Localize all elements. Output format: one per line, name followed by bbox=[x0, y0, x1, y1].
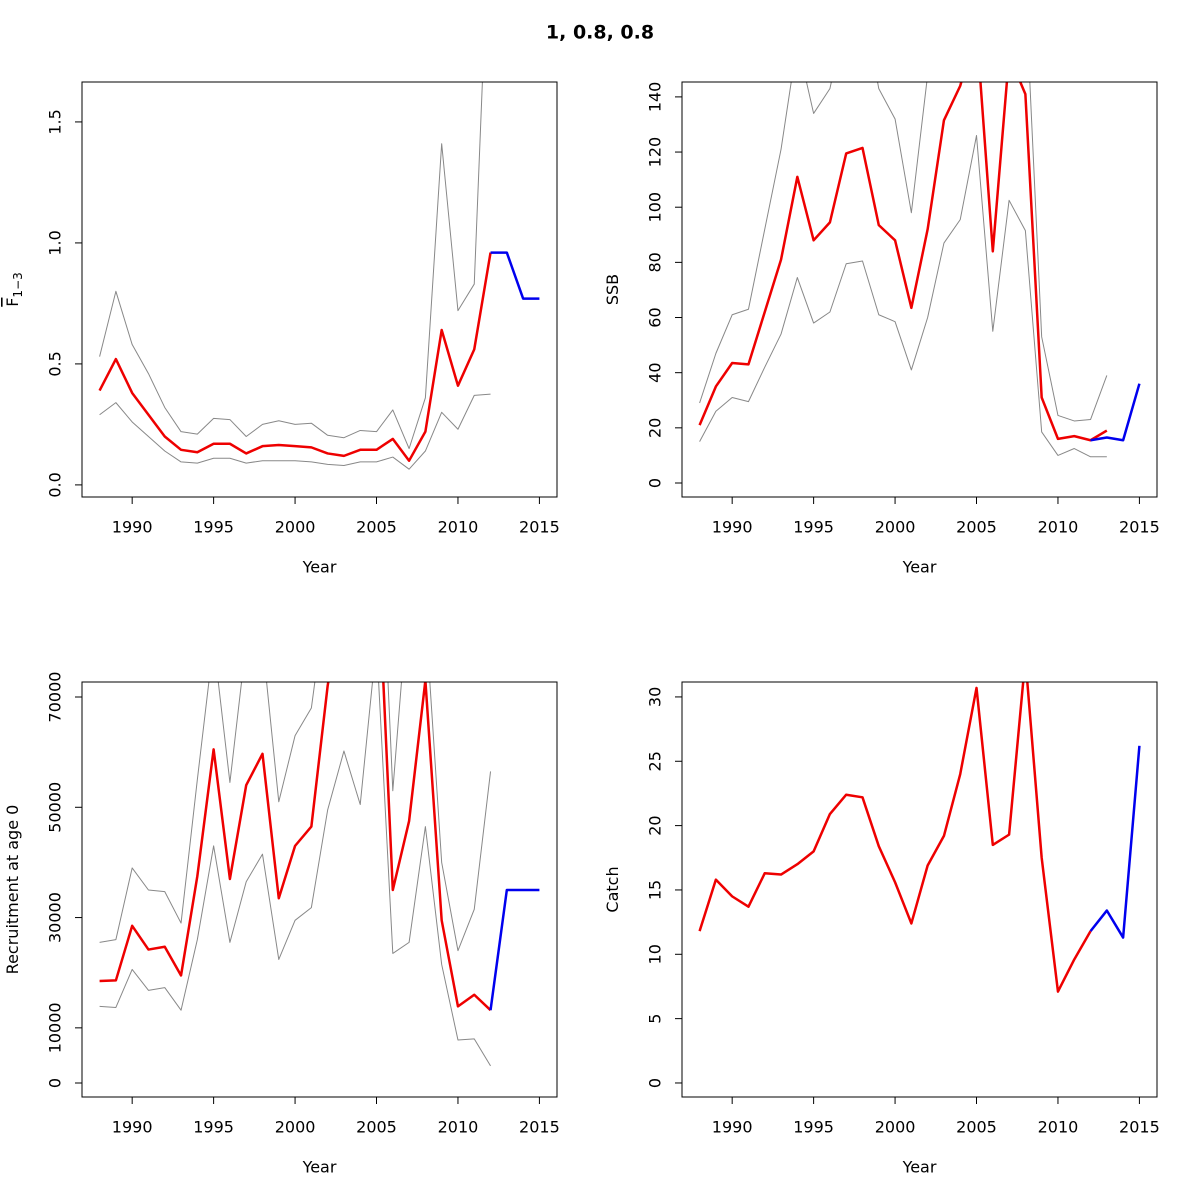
panel: 1990 1995 2000 2005 2010 2015 0 5 10 15 20 25 30 Year… bbox=[603, 681, 1160, 1177]
series-line bbox=[698, 682, 1092, 993]
x-tick-label: 2015 bbox=[1119, 518, 1160, 537]
x-tick-label: 2000 bbox=[875, 518, 916, 537]
x-tick-label: 1995 bbox=[793, 1118, 834, 1137]
x-tick-label: 2010 bbox=[1038, 518, 1079, 537]
y-tick-label: 15 bbox=[646, 880, 665, 900]
y-tick-label: 0 bbox=[46, 1078, 65, 1088]
figure-title: 1, 0.8, 0.8 bbox=[546, 22, 654, 44]
y-axis-label-main: Recruitment at age 0 bbox=[3, 805, 22, 975]
y-tick-label: 5 bbox=[646, 1014, 665, 1024]
series-line bbox=[98, 252, 492, 462]
x-axis-label: Year bbox=[902, 1158, 937, 1177]
y-tick-label: 20 bbox=[646, 418, 665, 438]
x-axis-label: Year bbox=[302, 1158, 337, 1177]
x-tick-label: 2015 bbox=[519, 518, 560, 537]
x-tick-label: 2005 bbox=[956, 1118, 997, 1137]
y-tick-label: 0.0 bbox=[46, 472, 65, 497]
y-tick-label: 50000 bbox=[46, 782, 65, 833]
x-tick-label: 2015 bbox=[1119, 1118, 1160, 1137]
y-tick-label: 0 bbox=[646, 478, 665, 488]
y-tick-label: 0 bbox=[646, 1078, 665, 1088]
series-line bbox=[99, 82, 483, 450]
x-tick-label: 1995 bbox=[193, 518, 234, 537]
x-tick-label: 2000 bbox=[275, 1118, 316, 1137]
y-tick-label: 30000 bbox=[46, 892, 65, 943]
y-axis-label: SSB bbox=[603, 274, 622, 305]
x-tick-label: 2010 bbox=[438, 1118, 479, 1137]
y-tick-label: 30 bbox=[646, 687, 665, 707]
y-tick-label: 1.0 bbox=[46, 230, 65, 255]
y-axis-label-subscript: 1−3 bbox=[11, 272, 25, 297]
y-tick-label: 70000 bbox=[46, 672, 65, 723]
x-tick-label: 2005 bbox=[356, 518, 397, 537]
y-tick-label: 80 bbox=[646, 252, 665, 272]
y-tick-label: 20 bbox=[646, 815, 665, 835]
y-tick-label: 0.5 bbox=[46, 351, 65, 376]
x-tick-label: 1990 bbox=[712, 1118, 753, 1137]
y-tick-label: 10 bbox=[646, 944, 665, 964]
y-axis-label: Catch bbox=[603, 866, 622, 912]
plot-frame bbox=[681, 81, 1158, 498]
y-tick-label: 140 bbox=[646, 82, 665, 113]
y-tick-label: 120 bbox=[646, 137, 665, 168]
y-tick-label: 1.5 bbox=[46, 109, 65, 134]
series-line bbox=[1090, 383, 1141, 442]
series-line bbox=[99, 682, 492, 1012]
x-tick-label: 2000 bbox=[875, 1118, 916, 1137]
y-tick-label: 100 bbox=[646, 192, 665, 223]
series-line bbox=[698, 82, 1108, 442]
series-line bbox=[99, 682, 492, 952]
y-tick-label: 60 bbox=[646, 307, 665, 327]
x-axis-label: Year bbox=[302, 558, 337, 577]
y-axis-label-main: Catch bbox=[603, 866, 622, 912]
series-line bbox=[699, 135, 1107, 458]
x-tick-label: 2010 bbox=[1038, 1118, 1079, 1137]
x-tick-label: 1990 bbox=[112, 1118, 153, 1137]
panel: 1990 1995 2000 2005 2010 2015 0.0 0.5 1.0 1.5 Year… bbox=[3, 81, 560, 577]
x-tick-label: 2010 bbox=[438, 518, 479, 537]
x-tick-label: 2015 bbox=[519, 1118, 560, 1137]
y-tick-label: 40 bbox=[646, 362, 665, 382]
series-line bbox=[490, 251, 540, 300]
x-tick-label: 2005 bbox=[956, 518, 997, 537]
y-tick-label: 25 bbox=[646, 751, 665, 771]
x-tick-label: 2000 bbox=[275, 518, 316, 537]
series-line bbox=[489, 888, 540, 1011]
plot-frame bbox=[81, 81, 558, 498]
series-line bbox=[699, 82, 1108, 422]
x-tick-label: 2005 bbox=[356, 1118, 397, 1137]
series-line bbox=[1089, 745, 1141, 939]
y-axis-label: Recruitment at age 0 bbox=[3, 805, 22, 975]
x-tick-label: 1995 bbox=[193, 1118, 234, 1137]
x-tick-label: 1995 bbox=[793, 518, 834, 537]
panel: 1990 1995 2000 2005 2010 2015 0 10000 30000 50000… bbox=[3, 672, 560, 1177]
x-axis-label: Year bbox=[902, 558, 937, 577]
plot-frame bbox=[681, 681, 1158, 1098]
x-tick-label: 1990 bbox=[112, 518, 153, 537]
y-axis-label-main: F bbox=[3, 298, 22, 307]
series-line bbox=[99, 682, 491, 1067]
x-tick-label: 1990 bbox=[712, 518, 753, 537]
plot-frame bbox=[81, 681, 558, 1098]
y-axis-label: F1−3 bbox=[3, 272, 25, 307]
y-axis-label-main: SSB bbox=[603, 274, 622, 305]
series-line bbox=[99, 393, 491, 470]
y-tick-label: 10000 bbox=[46, 1002, 65, 1053]
panel: 1990 1995 2000 2005 2010 2015 0 20 40 60 80 100 120 1… bbox=[603, 81, 1160, 577]
